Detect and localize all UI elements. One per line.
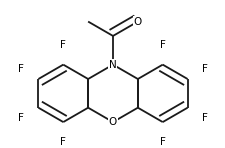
Text: F: F bbox=[60, 137, 66, 147]
Text: F: F bbox=[159, 137, 165, 147]
Text: F: F bbox=[201, 113, 207, 123]
Text: F: F bbox=[18, 113, 24, 123]
Text: O: O bbox=[133, 17, 141, 27]
Text: F: F bbox=[18, 64, 24, 74]
Text: F: F bbox=[60, 40, 66, 50]
Text: F: F bbox=[159, 40, 165, 50]
Text: O: O bbox=[108, 117, 117, 127]
Text: N: N bbox=[109, 60, 116, 70]
Text: F: F bbox=[201, 64, 207, 74]
